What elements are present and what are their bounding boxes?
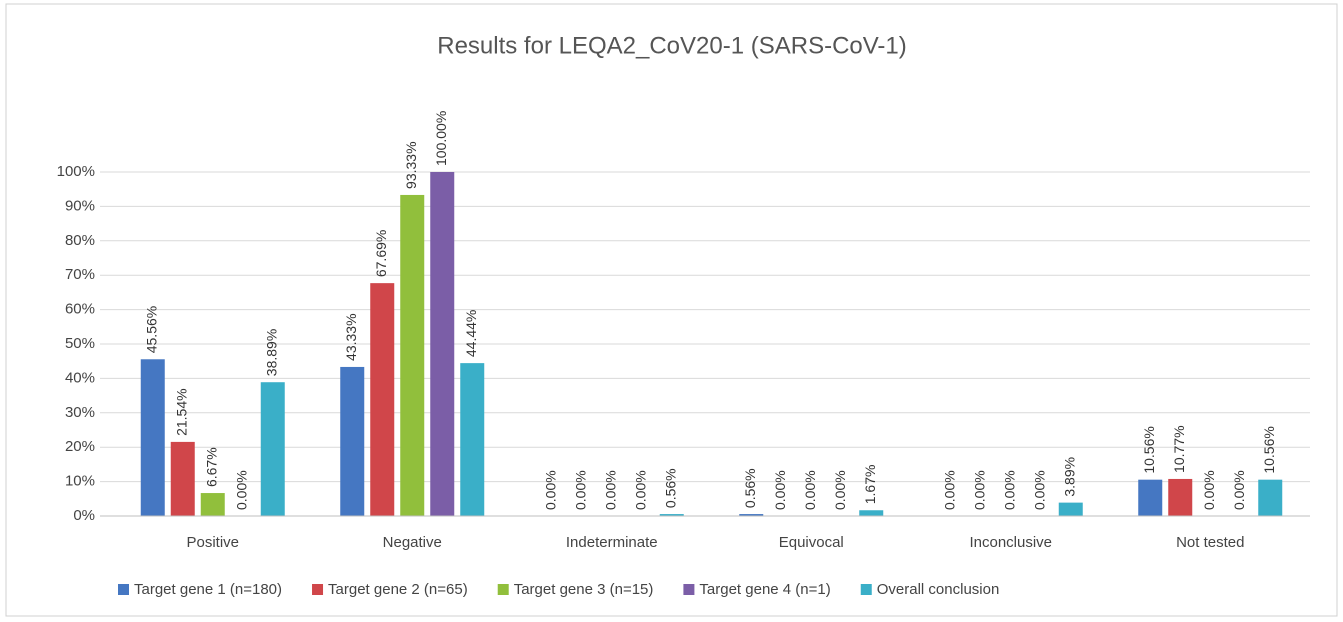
bar <box>460 363 485 516</box>
data-label: 0.56% <box>662 468 678 508</box>
data-label: 0.00% <box>572 470 588 510</box>
bar <box>140 359 165 516</box>
legend-swatch <box>683 584 695 595</box>
legend-label: Target gene 3 (n=15) <box>514 581 654 598</box>
data-label: 0.00% <box>233 470 249 510</box>
bar <box>1168 478 1193 516</box>
data-label: 0.00% <box>971 470 987 510</box>
legend-label: Target gene 1 (n=180) <box>134 581 282 598</box>
data-label: 100.00% <box>433 111 449 166</box>
bar <box>659 514 684 516</box>
data-label: 10.77% <box>1171 425 1187 472</box>
data-label: 44.44% <box>463 310 479 357</box>
legend-label: Target gene 2 (n=65) <box>328 581 468 598</box>
x-tick-label: Not tested <box>1176 534 1244 551</box>
data-label: 0.00% <box>832 470 848 510</box>
bar <box>859 510 884 516</box>
y-tick-label: 40% <box>65 369 95 386</box>
data-label: 0.56% <box>742 468 758 508</box>
x-tick-label: Negative <box>383 534 442 551</box>
y-tick-label: 30% <box>65 404 95 421</box>
x-tick-label: Inconclusive <box>969 534 1052 551</box>
data-label: 0.00% <box>1001 470 1017 510</box>
legend-label: Overall conclusion <box>877 581 1000 598</box>
bar <box>400 194 425 516</box>
data-label: 10.56% <box>1141 426 1157 473</box>
data-label: 0.00% <box>602 470 618 510</box>
data-label: 67.69% <box>373 230 389 277</box>
legend-label: Target gene 4 (n=1) <box>699 581 830 598</box>
x-tick-label: Positive <box>186 534 239 551</box>
data-label: 43.33% <box>343 313 359 360</box>
data-label: 0.00% <box>802 470 818 510</box>
y-tick-label: 0% <box>73 507 95 524</box>
x-tick-label: Equivocal <box>779 534 844 551</box>
bar <box>200 493 225 516</box>
bar <box>260 382 285 516</box>
bar <box>370 283 395 516</box>
y-tick-label: 50% <box>65 335 95 352</box>
legend-swatch <box>497 584 509 595</box>
bar <box>170 441 195 516</box>
x-tick-label: Indeterminate <box>566 534 658 551</box>
bar <box>1058 502 1083 516</box>
data-label: 3.89% <box>1061 457 1077 497</box>
bar <box>1258 479 1283 516</box>
legend-swatch <box>312 584 324 595</box>
data-label: 0.00% <box>772 470 788 510</box>
data-label: 10.56% <box>1261 426 1277 473</box>
data-label: 0.00% <box>1031 470 1047 510</box>
y-tick-label: 80% <box>65 232 95 249</box>
bar <box>430 172 455 516</box>
data-label: 6.67% <box>203 447 219 487</box>
data-label: 0.00% <box>1201 470 1217 510</box>
data-label: 0.00% <box>632 470 648 510</box>
y-tick-label: 100% <box>57 163 95 180</box>
data-label: 93.33% <box>403 141 419 188</box>
legend-swatch <box>118 584 129 595</box>
bar <box>340 366 365 516</box>
data-label: 0.00% <box>1231 470 1247 510</box>
y-tick-label: 10% <box>65 473 95 490</box>
y-tick-label: 60% <box>65 301 95 318</box>
data-label: 21.54% <box>173 388 189 435</box>
data-label: 0.00% <box>542 470 558 510</box>
data-label: 1.67% <box>862 465 878 505</box>
bar <box>1138 479 1163 516</box>
bar <box>739 514 764 516</box>
chart-title: Results for LEQA2_CoV20-1 (SARS-CoV-1) <box>437 32 907 59</box>
data-label: 38.89% <box>263 329 279 376</box>
y-tick-label: 70% <box>65 266 95 283</box>
data-label: 0.00% <box>941 470 957 510</box>
legend-swatch <box>860 584 872 595</box>
y-tick-label: 90% <box>65 197 95 214</box>
data-label: 45.56% <box>143 306 159 353</box>
y-tick-label: 20% <box>65 438 95 455</box>
